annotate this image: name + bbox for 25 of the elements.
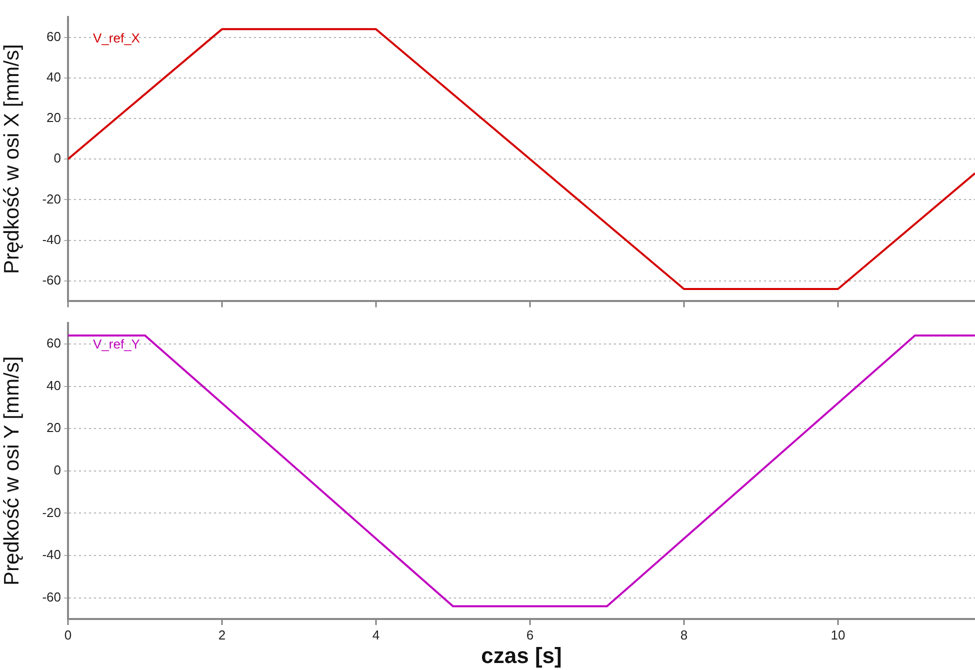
- y-axis-title: Prędkość w osi Y [mm/s]: [0, 356, 24, 586]
- y-tick-label: 20: [46, 420, 61, 436]
- x-tick-label: 0: [64, 627, 72, 642]
- y-tick-label: 40: [46, 378, 61, 393]
- y-tick-label: 20: [46, 110, 61, 126]
- y-tick-label: -60: [42, 272, 61, 288]
- y-tick-label: 40: [46, 69, 61, 84]
- y-tick-label: -40: [42, 547, 61, 562]
- y-tick-label: -60: [42, 589, 61, 604]
- y-axis-title: Prędkość w osi X [mm/s]: [0, 44, 24, 274]
- y-tick-label: 0: [54, 462, 61, 478]
- text: V_ref_X: [93, 30, 140, 46]
- y-tick-label: 60: [46, 28, 61, 44]
- x-tick-label: 8: [680, 627, 688, 642]
- x-tick-label: 6: [526, 627, 534, 642]
- x-tick-label: 2: [218, 627, 226, 642]
- y-tick-label: 0: [54, 150, 61, 166]
- x-tick-label: 4: [372, 627, 380, 642]
- y-tick-label: -20: [42, 504, 61, 520]
- y-tick-label: 60: [46, 336, 61, 351]
- x-axis-title: czas [s]: [481, 642, 562, 668]
- series-label: V_ref_Y: [93, 336, 140, 352]
- x-tick-label: 10: [830, 627, 846, 642]
- y-tick-label: -20: [42, 191, 61, 206]
- y-tick-label: -40: [42, 232, 61, 247]
